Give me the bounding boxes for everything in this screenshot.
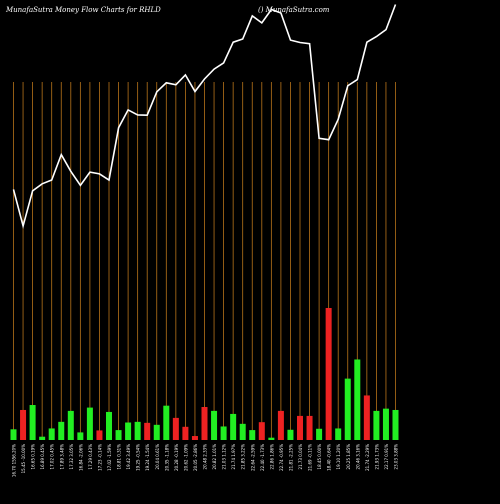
volume-bar	[230, 413, 237, 440]
volume-bar	[153, 424, 160, 440]
volume-bar	[134, 421, 141, 440]
volume-bar	[258, 422, 265, 440]
x-tick-label: 20.25 1.85%	[346, 444, 351, 470]
x-tick-label: 23.03 3.88%	[394, 444, 399, 470]
volume-bar	[29, 405, 36, 440]
x-tick-label: 19.24 -1.54%	[145, 444, 150, 471]
x-tick-label: 21.81 -2.25%	[288, 444, 293, 471]
x-tick-label: 22.74 -0.95%	[279, 444, 284, 471]
volume-bar	[316, 428, 323, 440]
volume-bar	[48, 428, 55, 440]
x-tick-label: 20.05 -2.86%	[193, 444, 198, 471]
volume-bar	[163, 405, 170, 440]
x-tick-label: 21.03 1.12%	[222, 444, 227, 470]
volume-bar	[239, 423, 246, 440]
x-tick-label: 17.23 -0.14%	[97, 444, 102, 471]
volume-bar	[306, 415, 313, 440]
x-tick-label: 17.02 0.45%	[50, 444, 55, 470]
volume-bar	[67, 410, 74, 440]
volume-bar	[277, 410, 284, 440]
chart-title: MunafaSutra Money Flow Charts for RHLD	[6, 6, 161, 14]
x-tick-label: 16.65 0.19%	[31, 444, 36, 470]
price-line	[12, 4, 397, 230]
x-tick-label: 22.17 0.91%	[384, 444, 389, 470]
x-tick-label: 22.40 -1.73%	[260, 444, 265, 471]
volume-bar	[20, 409, 27, 440]
x-tick-label: 17.02 -1.59%	[107, 444, 112, 471]
x-tick-label: 20.28 -0.19%	[174, 444, 179, 471]
volume-bar	[392, 409, 399, 440]
x-tick-label: 21.74 -2.29%	[365, 444, 370, 471]
x-tick-label: 16.84 -2.06%	[78, 444, 83, 471]
volume-bar	[172, 417, 179, 440]
x-tick-label: 16.89 0.45%	[40, 444, 45, 470]
volume-bar	[297, 415, 303, 440]
volume-bar	[268, 437, 275, 440]
x-tick-label: 20.35 -1.18%	[164, 444, 169, 471]
x-tick-label: 20.48 2.33%	[203, 444, 208, 470]
brand-label: () MunafaSutra.com	[258, 6, 330, 14]
volume-bar	[182, 426, 189, 440]
x-tick-label: 20.04 0.61%	[155, 444, 160, 470]
volume-bar	[325, 308, 332, 440]
x-tick-label: 19.10 1.20%	[336, 444, 341, 470]
x-tick-label: 22.64 -2.59%	[250, 444, 255, 471]
x-tick-label: 22.86 1.86%	[269, 444, 274, 470]
volume-bar	[363, 395, 370, 440]
x-tick-label: 17.89 3.48%	[59, 444, 64, 470]
volume-bar	[125, 422, 132, 440]
volume-bar	[58, 421, 65, 440]
volume-bar	[249, 430, 256, 440]
x-tick-label: 20.62 -1.09%	[183, 444, 188, 471]
volume-bar	[39, 436, 46, 440]
x-tick-label: 15.45 -10.00%	[21, 444, 26, 474]
volume-bar	[96, 430, 103, 440]
x-tick-label: 21.85 3.22%	[241, 444, 246, 470]
x-tick-label: 16.70 1556.20%	[12, 444, 17, 477]
volume-bar	[10, 429, 17, 440]
x-tick-label: 20.82 1.01%	[212, 444, 217, 470]
volume-bar	[86, 407, 93, 440]
x-tick-label: 20.46 3.16%	[355, 444, 360, 470]
x-tick-label: 17.32 3.05%	[69, 444, 74, 470]
volume-bar	[77, 432, 84, 440]
x-tick-label: 19.42 3.49%	[126, 444, 131, 470]
volume-bar	[191, 436, 198, 440]
volume-bar	[287, 429, 294, 440]
volume-bar	[354, 359, 361, 440]
volume-bar	[106, 411, 112, 440]
volume-bar	[115, 430, 122, 440]
x-tick-label: 21.73 0.04%	[298, 444, 303, 470]
x-tick-label: 21.74 1.97%	[231, 444, 236, 470]
volume-bar	[144, 422, 151, 440]
volume-bar	[201, 407, 208, 440]
x-tick-label: 18.81 0.31%	[117, 444, 122, 470]
x-tick-label: 19.25 -0.54%	[136, 444, 141, 471]
x-tick-label: 18.40 -0.64%	[327, 444, 332, 471]
volume-bar	[211, 410, 218, 440]
x-tick-label: 17.29 0.43%	[88, 444, 93, 470]
x-tick-label: 21.69 -0.11%	[308, 444, 313, 471]
x-tick-label: 18.45 0.00%	[317, 444, 322, 470]
volume-bar	[373, 410, 380, 440]
x-tick-label: 21.93 1.73%	[374, 444, 379, 470]
volume-bar	[344, 378, 351, 440]
volume-bar	[335, 428, 342, 440]
volume-bar	[220, 426, 227, 440]
volume-bar	[382, 408, 389, 440]
